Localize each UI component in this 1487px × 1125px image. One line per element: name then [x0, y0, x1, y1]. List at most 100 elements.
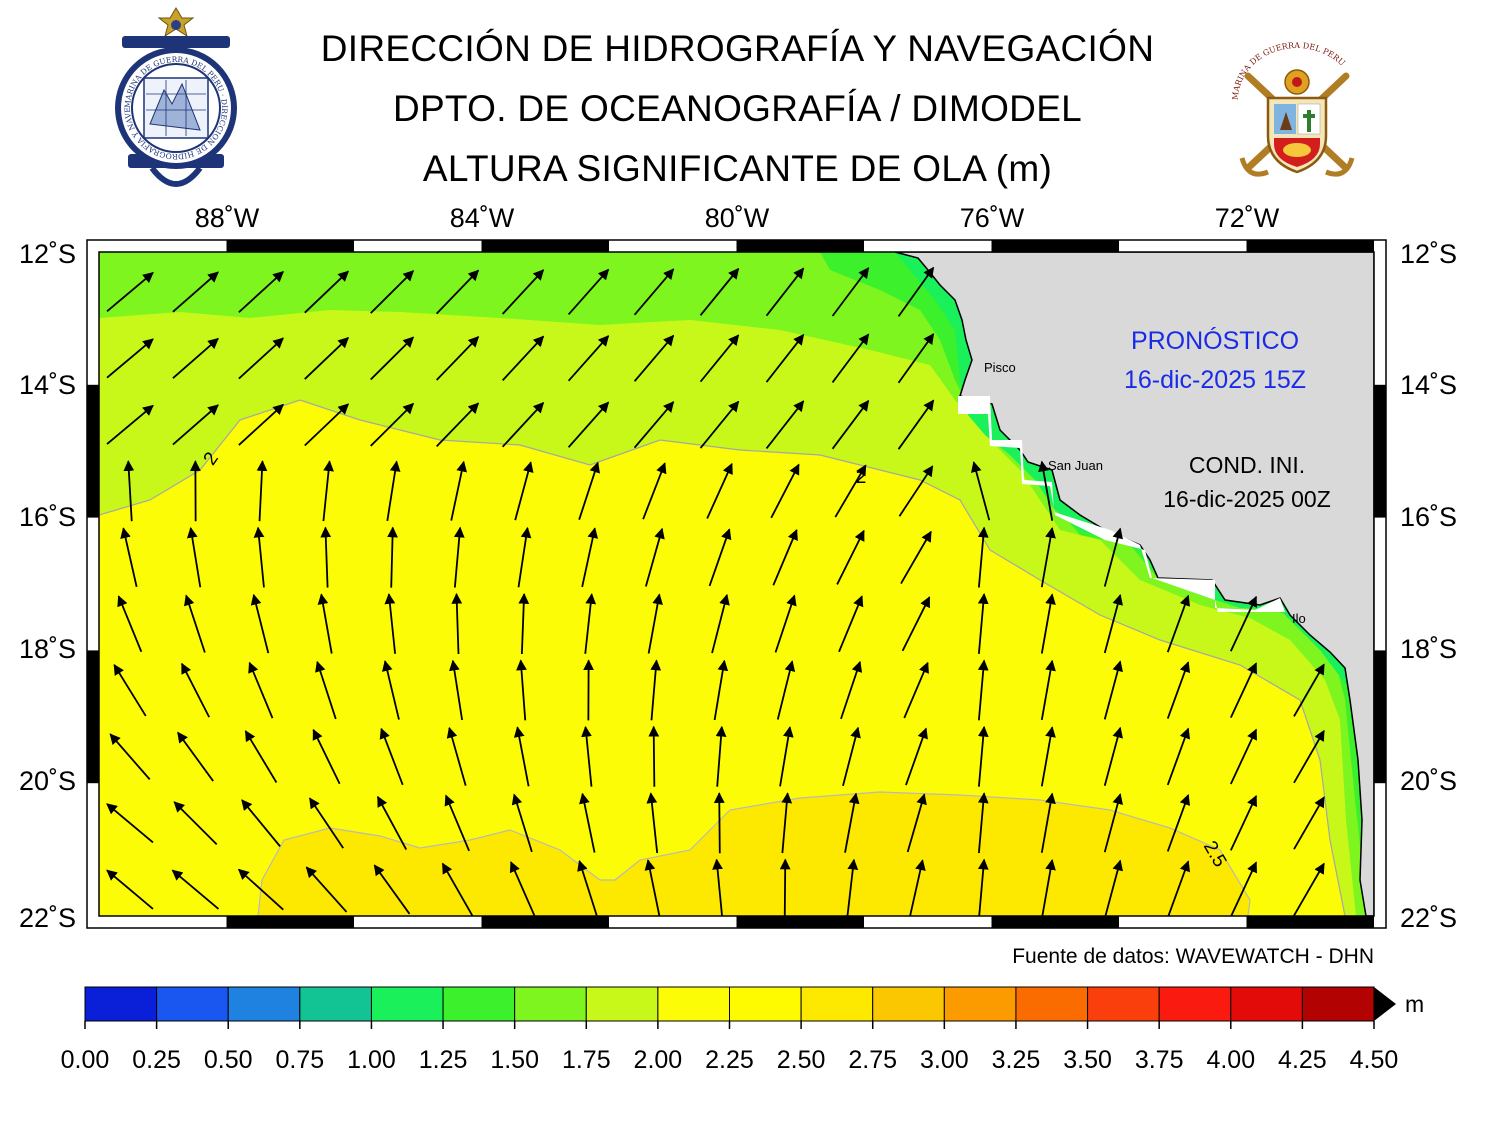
wave-arrow [501, 401, 545, 448]
wave-arrow [117, 595, 143, 653]
wave-arrow [113, 663, 147, 717]
wave-arrow [765, 400, 805, 449]
border-tick-lat [87, 650, 99, 784]
wave-arrow [514, 461, 534, 521]
border-tick-lon [226, 240, 354, 252]
wave-arrow [648, 725, 660, 787]
wave-arrow [451, 592, 463, 655]
wave-arrow [250, 593, 270, 654]
wave-arrow [1230, 595, 1257, 652]
lat-label-right-22s: 22˚S [1400, 903, 1457, 933]
contour-label-2-east: 2 [856, 467, 867, 488]
colorbar-swatch [1087, 986, 1160, 1022]
wave-arrow [450, 460, 468, 521]
wave-arrow [781, 792, 793, 854]
wave-arrow [901, 596, 931, 652]
border-tick-lat [87, 384, 99, 518]
wave-arrow [248, 661, 274, 719]
wave-arrow [897, 266, 935, 317]
wave-arrow [644, 859, 661, 916]
wave-arrow [1166, 793, 1191, 852]
wave-arrow [977, 725, 989, 787]
lat-label-right-12s: 12˚S [1400, 239, 1457, 269]
colorbar-swatch [1230, 986, 1303, 1022]
wave-arrow [840, 660, 863, 720]
wave-direction-arrows [106, 266, 1325, 916]
wave-band-2.25-2.50 [258, 792, 1250, 916]
wave-arrow [577, 859, 598, 916]
city-label-san-juan: San Juan [1048, 458, 1103, 473]
wave-arrow [304, 403, 350, 447]
wave-arrow [509, 861, 536, 916]
lon-label-76w: 76˚W [960, 203, 1025, 233]
wave-arrow [304, 336, 350, 380]
wave-arrow [513, 726, 530, 787]
colorbar-tick-label: 2.75 [848, 1046, 897, 1074]
colorbar-tick-label: 2.25 [705, 1046, 754, 1074]
wave-arrow [1103, 726, 1123, 787]
wave-arrow [518, 592, 530, 655]
lat-label-right-14s: 14˚S [1400, 370, 1457, 400]
colorbar-swatch [442, 986, 516, 1022]
wave-arrow [642, 462, 667, 520]
colorbar-swatch [227, 986, 301, 1022]
wave-arrow [1040, 792, 1056, 853]
wave-arrow [712, 858, 723, 916]
border-tick-lon [481, 240, 609, 252]
wave-arrow [567, 335, 610, 382]
colorbar-tick-label: 1.50 [490, 1046, 539, 1074]
wave-arrow [184, 594, 206, 653]
wave-arrow [846, 858, 859, 916]
colorbar-swatch [729, 986, 802, 1022]
wave-arrow [977, 792, 989, 854]
wave-arrow [584, 593, 597, 654]
forecast-time: 16-dic-2025 15Z [1124, 366, 1306, 394]
wave-arrow [441, 862, 474, 916]
wave-arrow [699, 334, 740, 383]
title-line-3: ALTURA SIGNIFICANTE DE OLA (m) [422, 148, 1053, 189]
wave-arrow [836, 529, 865, 585]
wave-arrow [831, 399, 870, 450]
wave-arrow [1293, 663, 1325, 717]
navy-crest-logo: MARINA DE GUERRA DEL PERU [1231, 41, 1355, 177]
colorbar-swatch [84, 986, 158, 1022]
colorbar-tick-label: 1.75 [562, 1046, 611, 1074]
lat-label-left-12s: 12˚S [19, 239, 76, 269]
colorbar-swatch [585, 986, 659, 1022]
wave-arrow [772, 528, 798, 586]
init-time: 16-dic-2025 00Z [1163, 486, 1331, 512]
wave-arrow [1104, 859, 1123, 916]
wave-arrow [237, 868, 284, 911]
wave-arrow [436, 269, 480, 315]
lon-label-84w: 84˚W [450, 203, 515, 233]
border-tick-lon [1246, 916, 1374, 928]
colorbar-swatch [872, 986, 945, 1022]
colorbar-tick-label: 2.50 [777, 1046, 826, 1074]
wave-arrow [322, 460, 334, 522]
colorbar-tick-label: 0.50 [204, 1046, 253, 1074]
wave-arrow [776, 660, 796, 720]
wave-arrow [1166, 727, 1191, 786]
wave-arrow [449, 659, 464, 721]
coastal-no-data [958, 396, 1285, 612]
wave-arrow [453, 526, 465, 588]
wave-arrow [699, 400, 740, 449]
colorbar-swatch [370, 986, 444, 1022]
wave-arrow [650, 659, 662, 721]
lon-label-88w: 88˚W [195, 203, 260, 233]
wave-arrow [370, 402, 415, 447]
wave-arrow [579, 792, 596, 853]
wave-arrow [109, 733, 151, 780]
wave-arrow [384, 593, 397, 654]
wave-arrow [774, 594, 797, 653]
data-source-label: Fuente de datos: WAVEWATCH - DHN [1012, 945, 1374, 968]
wave-arrow [317, 593, 333, 654]
wave-arrow [370, 270, 415, 314]
colorbar-tick-label: 4.50 [1350, 1046, 1399, 1074]
wave-arrow [106, 272, 154, 312]
colorbar-swatch [1015, 986, 1089, 1022]
wave-arrow [578, 461, 600, 520]
wave-arrow [386, 460, 401, 521]
colorbar-overflow-arrow [1374, 987, 1396, 1021]
wave-arrow [501, 269, 545, 315]
